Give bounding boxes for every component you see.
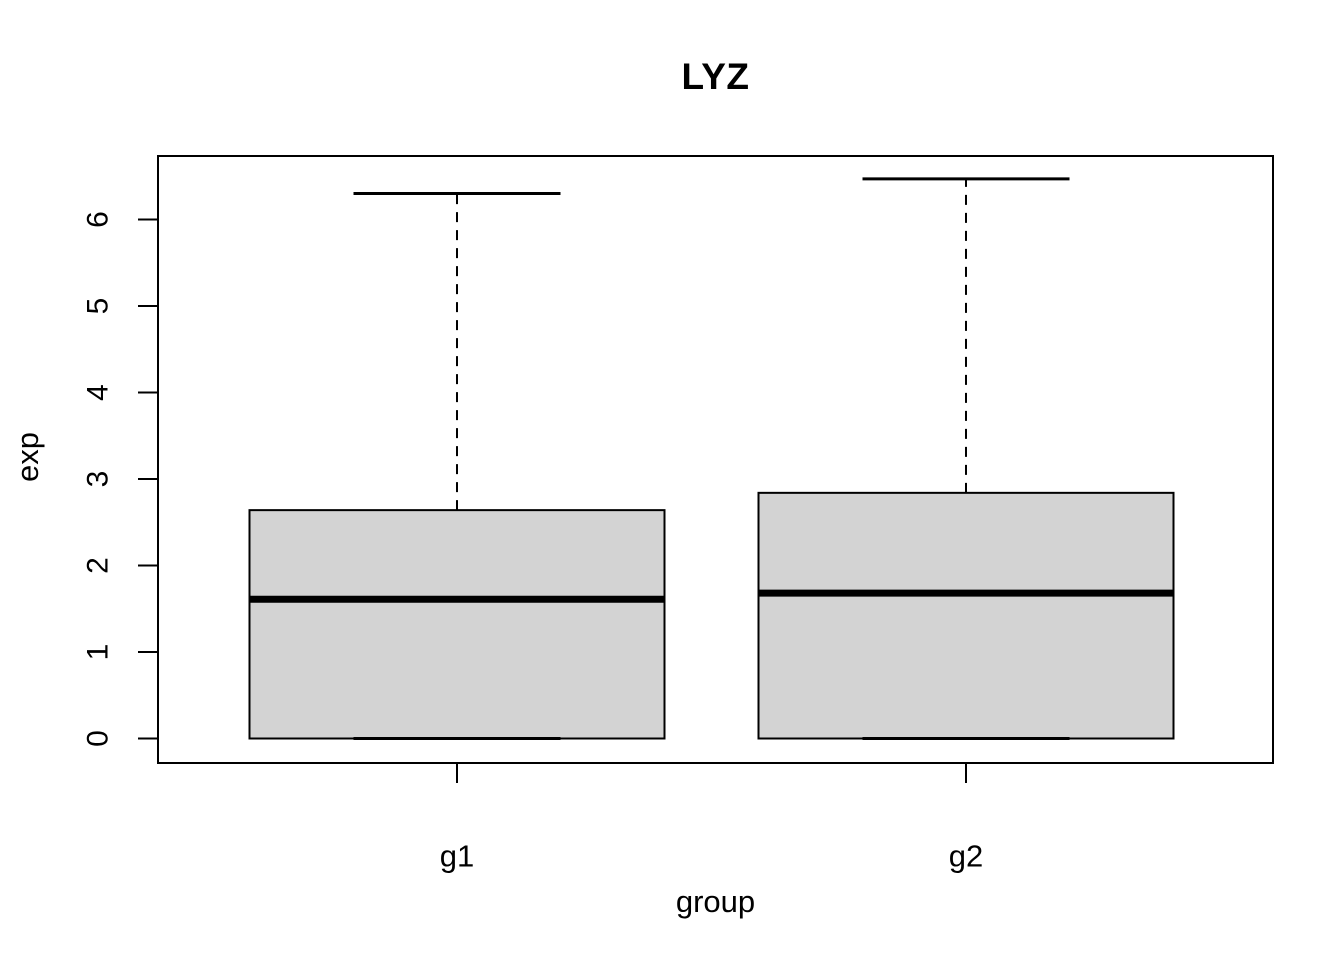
x-axis-title: group	[675, 884, 756, 919]
iqr-box-g1	[248, 509, 666, 740]
y-tick-label: 3	[82, 471, 115, 488]
y-axis-title: exp	[10, 432, 45, 482]
y-tick-label: 0	[82, 730, 115, 747]
y-tick-label: 1	[82, 644, 115, 661]
plot-border	[157, 155, 1274, 764]
x-tick-label-g1: g1	[440, 839, 474, 874]
y-tick-label: 4	[82, 384, 115, 401]
y-tick-label: 5	[82, 298, 115, 315]
x-tick-label-g2: g2	[949, 839, 983, 874]
y-tick-label: 6	[82, 211, 115, 228]
iqr-box-g2	[757, 491, 1175, 740]
y-tick-label: 2	[82, 557, 115, 574]
chart-title: LYZ	[681, 56, 750, 97]
